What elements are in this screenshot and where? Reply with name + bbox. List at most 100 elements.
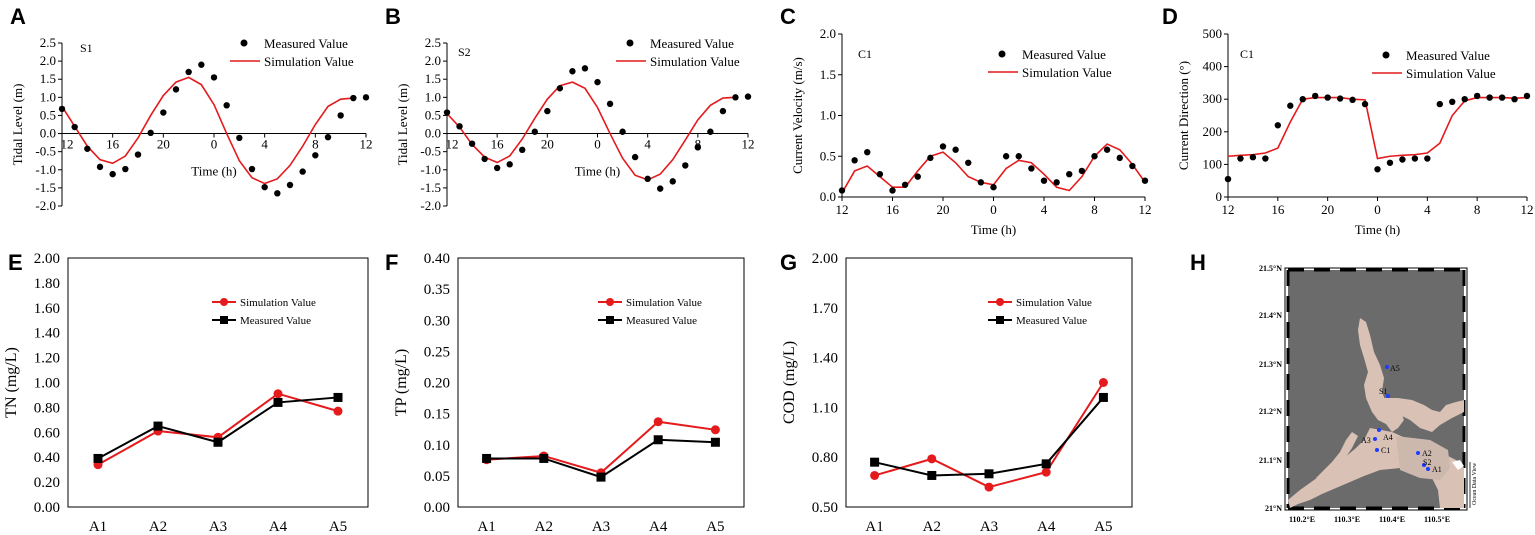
y-axis-label-e: TN (mg/L) xyxy=(3,347,20,418)
measured-point-c xyxy=(965,159,972,166)
legend-label-measured-a: Measured Value xyxy=(264,36,348,51)
x-axis-label-b: Time (h) xyxy=(575,164,620,179)
map-lat-tick-4: 21.1°N xyxy=(1259,456,1282,465)
simulation-line-a xyxy=(61,76,354,185)
legend-label-measured-e: Measured Value xyxy=(240,315,311,327)
measured-point-d xyxy=(1262,155,1269,162)
x-tick-label-b: 4 xyxy=(644,137,651,152)
measured-point-b xyxy=(619,128,626,135)
legend-label-measured-g: Measured Value xyxy=(1016,315,1087,327)
x-tick-label-e: A5 xyxy=(329,519,347,535)
y-tick-label-d: 400 xyxy=(1203,59,1223,74)
y-tick-label-f: 0.35 xyxy=(424,282,450,298)
y-tick-label-f: 0.30 xyxy=(424,313,450,329)
measured-point-d xyxy=(1361,100,1369,108)
station-a1-marker xyxy=(1426,467,1430,471)
legend-marker-simulation-g xyxy=(996,298,1004,306)
data-point-simulation-g xyxy=(1041,467,1051,477)
series-line-simulation-e xyxy=(97,392,339,466)
measured-point-d xyxy=(1511,96,1518,103)
data-point-measured-e xyxy=(333,392,343,402)
data-point-measured-g xyxy=(1041,459,1051,469)
series-line-measured-e xyxy=(97,396,339,460)
measured-point-d xyxy=(1498,94,1506,101)
legend-marker-measured-g xyxy=(996,316,1004,324)
legend-label-simulation-b: Simulation Value xyxy=(650,54,740,69)
data-point-measured-f xyxy=(710,437,720,447)
y-tick-label-g: 1.40 xyxy=(812,351,838,367)
measured-point-d xyxy=(1312,92,1319,100)
data-point-measured-g xyxy=(927,470,937,480)
y-tick-label-e: 0.20 xyxy=(34,475,60,491)
chart-panel-g: 0.50 0.80 1.10 1.40 1.70 2.00 A1 A2 A3 A4 A5 COD (m… xyxy=(781,251,1133,535)
y-tick-label-a: 0.0 xyxy=(40,126,56,141)
y-tick-label-g: 0.50 xyxy=(812,500,838,516)
measured-point-b xyxy=(519,146,526,154)
measured-point-c xyxy=(889,187,896,194)
measured-point-a xyxy=(185,68,192,76)
measured-point-c xyxy=(1129,162,1136,170)
measured-point-c xyxy=(1091,153,1098,160)
x-axis-label-d: Time (h) xyxy=(1355,222,1400,237)
legend-label-simulation-d: Simulation Value xyxy=(1406,66,1496,81)
simulation-line-d xyxy=(1227,96,1528,160)
y-tick-label-e: 1.00 xyxy=(34,376,60,392)
chart-panel-a: -2.0 -1.5 -1.0 -0.5 0.0 0.5 1.0 1.5 2.0 2.5 12 16 20… xyxy=(10,35,373,213)
measured-point-b xyxy=(594,78,601,86)
measured-point-d xyxy=(1324,94,1331,101)
station-s1-marker xyxy=(1386,394,1390,398)
data-point-measured-f xyxy=(539,453,549,463)
measured-point-a xyxy=(58,105,66,113)
y-tick-label-c: 2.0 xyxy=(820,26,836,41)
legend-marker-measured-f xyxy=(606,316,614,324)
legend-marker-measured-c xyxy=(998,50,1006,58)
y-tick-label-e: 0.60 xyxy=(34,425,60,441)
x-tick-label-f: A1 xyxy=(477,519,495,535)
legend-marker-measured-b xyxy=(626,39,634,47)
y-tick-label-a: 0.5 xyxy=(40,107,56,122)
y-tick-label-g: 1.10 xyxy=(812,400,838,416)
chart-panel-b: -2.0 -1.5 -1.0 -0.5 0.0 0.5 1.0 1.5 2.0 2.5 12 16 20… xyxy=(395,35,755,213)
measured-point-c xyxy=(952,146,959,153)
map-offshore-islet xyxy=(1452,460,1464,470)
y-tick-label-b: 0.0 xyxy=(425,126,441,141)
measured-point-b xyxy=(631,153,639,161)
y-tick-label-a: 2.5 xyxy=(40,35,56,50)
y-tick-label-e: 1.60 xyxy=(34,301,60,317)
y-tick-label-a: -1.5 xyxy=(35,180,56,195)
x-tick-label-e: A4 xyxy=(269,519,288,535)
station-c1-label: C1 xyxy=(1381,446,1390,455)
y-tick-label-f: 0.40 xyxy=(424,251,450,267)
x-tick-label-c: 8 xyxy=(1091,202,1098,217)
y-tick-label-c: 1.5 xyxy=(820,67,836,82)
measured-point-a xyxy=(134,151,142,158)
x-tick-label-d: 12 xyxy=(1222,202,1235,217)
legend-marker-simulation-f xyxy=(606,298,614,306)
data-point-measured-g xyxy=(1098,392,1108,402)
measured-point-c xyxy=(1066,170,1073,178)
measured-point-b xyxy=(456,123,463,130)
y-tick-label-d: 300 xyxy=(1203,91,1223,106)
chart-panel-c: 0.0 0.5 1.0 1.5 2.0 12 16 20 0 4 8 12 Time (h) Curren… xyxy=(790,26,1152,237)
y-tick-label-f: 0.00 xyxy=(424,500,450,516)
station-s2-label: S2 xyxy=(1423,458,1431,467)
station-a2-label: A2 xyxy=(1422,449,1432,458)
measured-point-a xyxy=(223,102,230,109)
y-tick-label-c: 0.0 xyxy=(820,189,836,204)
station-c1-marker xyxy=(1375,448,1379,452)
x-tick-label-b: 16 xyxy=(491,137,505,152)
measured-point-c xyxy=(1015,153,1022,160)
x-tick-label-c: 12 xyxy=(836,202,849,217)
measured-point-b xyxy=(531,128,538,135)
y-tick-label-f: 0.25 xyxy=(424,344,450,360)
y-axis-label-d: Current Direction (°) xyxy=(1176,61,1191,170)
y-tick-label-e: 0.40 xyxy=(34,450,60,466)
measured-point-a xyxy=(96,163,104,171)
data-point-measured-e xyxy=(213,437,223,447)
map-lat-tick-2: 21.3°N xyxy=(1259,360,1282,369)
measured-point-a xyxy=(147,129,154,137)
plot-frame-g xyxy=(845,257,1133,508)
measured-point-b xyxy=(732,94,739,101)
